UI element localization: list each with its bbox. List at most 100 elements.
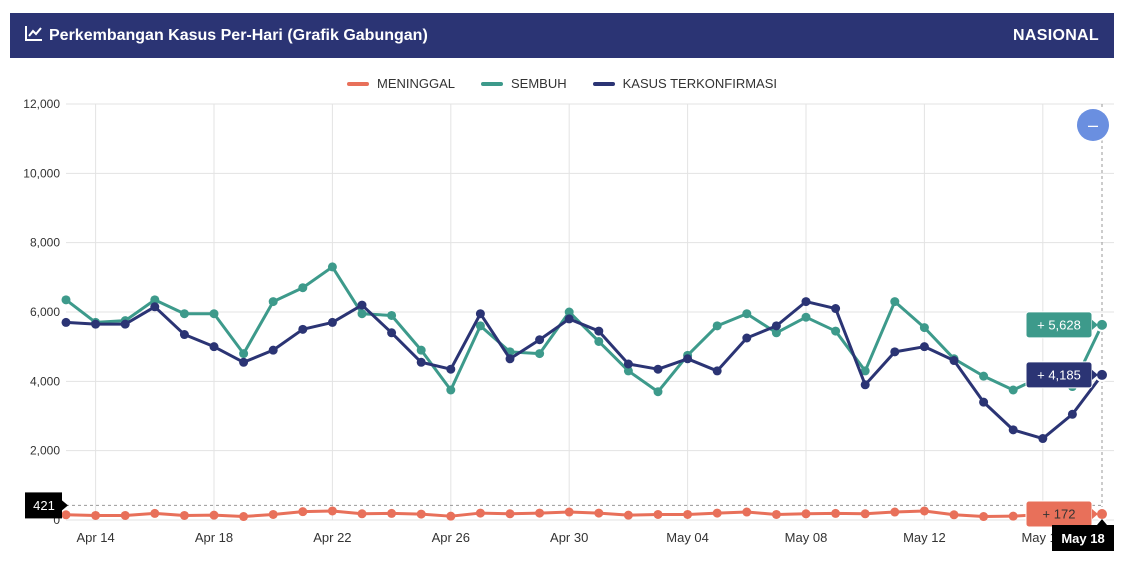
x-tick-label: Apr 30 [550, 530, 588, 545]
series-line-2 [64, 300, 1104, 441]
y-tick-label: 4,000 [30, 374, 60, 388]
data-point [801, 312, 811, 322]
data-point [416, 509, 426, 519]
data-point [298, 283, 308, 293]
data-point [949, 356, 959, 366]
data-point [712, 366, 722, 376]
data-point [357, 509, 367, 519]
tooltip-value-label: + 4,185 [1037, 367, 1081, 382]
legend-label-sembuh: SEMBUH [511, 76, 567, 91]
crosshair-date-arrow [1097, 519, 1107, 525]
data-point [1008, 511, 1018, 521]
data-point [535, 335, 545, 345]
data-point [357, 309, 367, 319]
data-point [979, 512, 989, 522]
data-point [209, 309, 219, 319]
y-tick-label: 12,000 [23, 97, 60, 111]
data-point [594, 336, 604, 346]
data-point [298, 324, 308, 334]
data-point [446, 364, 456, 374]
data-point [387, 328, 397, 338]
data-point [919, 342, 929, 352]
crosshair-date-label: May 18 [1061, 531, 1104, 546]
data-point [505, 354, 515, 364]
zoom-reset-button[interactable]: – [1077, 109, 1109, 141]
data-point [120, 319, 130, 329]
tooltip-arrow [1092, 509, 1098, 520]
data-point [239, 349, 249, 359]
data-point [1008, 425, 1018, 435]
y-tick-label: 8,000 [30, 236, 60, 250]
data-point [831, 326, 841, 336]
data-point [801, 297, 811, 307]
x-tick-label: May 04 [666, 530, 709, 545]
data-point [179, 330, 189, 340]
series-line-0 [64, 509, 1104, 519]
data-point [564, 314, 574, 324]
data-point [890, 507, 900, 517]
data-point [327, 317, 337, 327]
data-point [209, 510, 219, 520]
crosshair-value-arrow [62, 500, 68, 511]
data-point [623, 359, 633, 369]
data-point [653, 387, 663, 397]
data-point [860, 509, 870, 519]
data-point [712, 321, 722, 331]
data-point [594, 508, 604, 518]
data-point [890, 297, 900, 307]
y-tick-label: 10,000 [23, 166, 60, 180]
data-point [446, 385, 456, 395]
tooltip-value-label: + 172 [1043, 507, 1076, 522]
tooltip-arrow [1092, 369, 1098, 380]
data-point [831, 508, 841, 518]
data-point [919, 506, 929, 516]
data-point [771, 509, 781, 519]
legend-swatch-konfirmasi [592, 81, 615, 86]
data-point [594, 326, 604, 336]
y-tick-label: 6,000 [30, 305, 60, 319]
data-point [860, 366, 870, 376]
data-point [298, 507, 308, 517]
x-tick-label: May 08 [785, 530, 828, 545]
y-tick-label: 2,000 [30, 444, 60, 458]
data-point [91, 319, 101, 329]
data-point [1008, 385, 1018, 395]
region-label: NASIONAL [1013, 26, 1099, 44]
data-point [268, 297, 278, 307]
data-point [505, 509, 515, 519]
legend-item-meninggal[interactable]: MENINGGAL [347, 76, 455, 91]
legend-item-konfirmasi[interactable]: KASUS TERKONFIRMASI [592, 76, 777, 91]
data-point [416, 345, 426, 355]
x-tick-label: Apr 22 [313, 530, 351, 545]
legend-swatch-meninggal [347, 81, 369, 86]
header-title-group: Perkembangan Kasus Per-Hari (Grafik Gabu… [25, 25, 428, 46]
data-point [387, 508, 397, 518]
data-point [150, 302, 160, 312]
data-point [91, 510, 101, 520]
data-point [949, 510, 959, 520]
data-point [653, 364, 663, 374]
data-point [712, 508, 722, 518]
tooltip-value-label: + 5,628 [1037, 317, 1081, 332]
minus-icon: – [1087, 114, 1098, 135]
data-point [150, 508, 160, 518]
data-point [61, 510, 71, 520]
data-point [979, 397, 989, 407]
data-point [683, 509, 693, 519]
crosshair-value-box [25, 492, 62, 519]
data-point [653, 509, 663, 519]
data-point [742, 507, 752, 517]
crosshair-date-box [1052, 525, 1114, 551]
x-tick-label: Apr 14 [76, 530, 114, 545]
data-point [742, 309, 752, 319]
data-point [535, 508, 545, 518]
legend-item-sembuh[interactable]: SEMBUH [481, 76, 567, 91]
data-point [623, 366, 633, 376]
tooltip-arrow [1092, 319, 1098, 330]
data-point [446, 511, 456, 521]
legend-swatch-sembuh [481, 81, 504, 86]
data-point [327, 506, 337, 516]
data-point [475, 508, 485, 518]
data-point [535, 349, 545, 359]
